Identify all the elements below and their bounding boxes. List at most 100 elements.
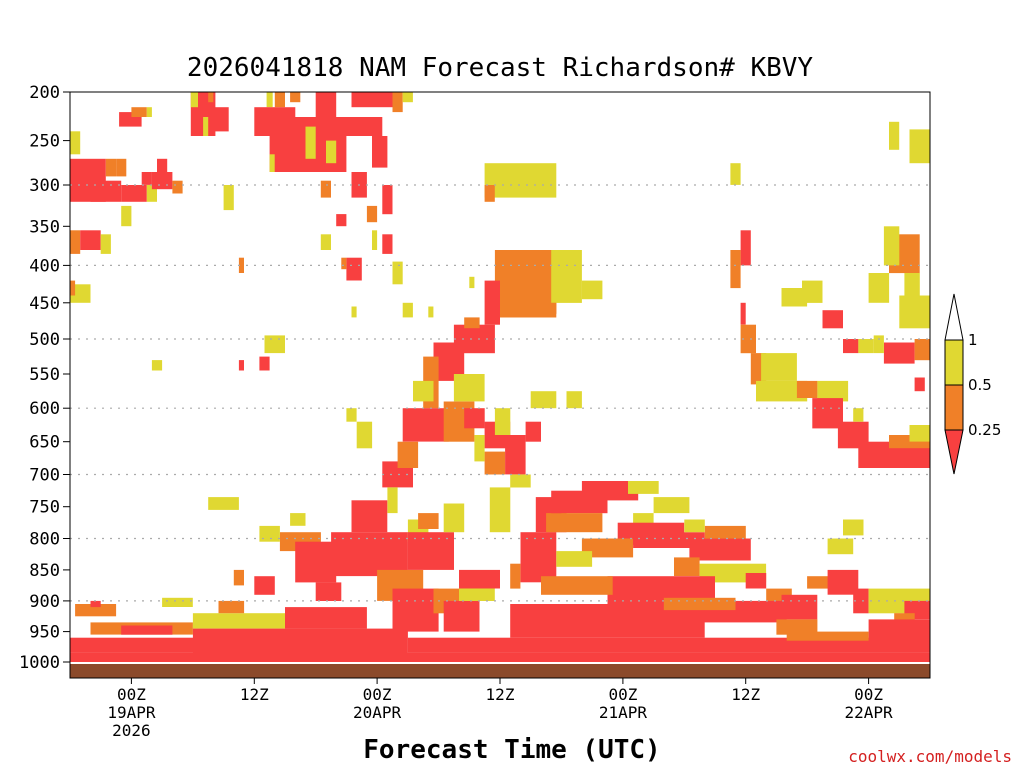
- richardson-cell-y: [264, 335, 285, 354]
- richardson-cell-r: [372, 136, 388, 168]
- legend-label-0: 1: [968, 331, 978, 349]
- richardson-cell-y: [305, 126, 316, 159]
- y-tick-label-400: 400: [29, 256, 60, 276]
- richardson-cell-y: [428, 306, 434, 318]
- richardson-cell-y: [904, 273, 920, 296]
- richardson-cell-r: [781, 594, 818, 620]
- richardson-cell-o: [704, 525, 746, 539]
- x-tick-label-5-0: 12Z: [731, 685, 760, 704]
- richardson-cell-y: [909, 129, 930, 164]
- richardson-cell-o: [674, 557, 700, 577]
- ground-surface: [70, 664, 930, 678]
- richardson-cell-r: [336, 214, 347, 227]
- richardson-cell-y: [100, 234, 111, 254]
- richardson-cell-y: [208, 497, 239, 510]
- richardson-cell-y: [269, 154, 275, 172]
- richardson-cell-r: [336, 117, 383, 136]
- richardson-cell-y: [346, 408, 357, 422]
- legend-label-1: 0.5: [968, 376, 992, 394]
- richardson-cell-r: [121, 625, 173, 635]
- richardson-cell-r: [633, 532, 705, 548]
- legend-arrow-top: [944, 293, 964, 341]
- richardson-cell-o: [786, 631, 869, 641]
- richardson-cell-y: [510, 474, 531, 488]
- richardson-cell-r: [843, 339, 859, 354]
- chart-title: 2026041818 NAM Forecast Richardson# KBVY: [187, 53, 813, 83]
- richardson-cell-o: [510, 563, 521, 589]
- richardson-cell-o: [274, 92, 285, 108]
- richardson-cell-o: [131, 107, 147, 117]
- richardson-cell-r: [315, 92, 337, 117]
- richardson-cell-y: [453, 374, 485, 402]
- richardson-cell-y: [827, 538, 854, 555]
- y-tick-label-850: 850: [29, 561, 60, 581]
- richardson-cell-r: [157, 158, 168, 177]
- richardson-cell-y: [853, 408, 864, 422]
- y-tick-label-550: 550: [29, 365, 60, 385]
- richardson-cell-r: [351, 500, 388, 533]
- richardson-cell-y: [494, 408, 511, 435]
- richardson-cell-r: [315, 582, 342, 601]
- richardson-cell-o: [341, 257, 347, 270]
- richardson-cell-o: [541, 302, 557, 314]
- richardson-cell-o: [397, 441, 419, 468]
- richardson-cell-y: [730, 163, 741, 185]
- x-tick-label-6-0: 00Z: [854, 685, 883, 704]
- richardson-cell-r: [346, 257, 362, 281]
- richardson-cell-o: [208, 92, 214, 103]
- richardson-cell-o: [233, 569, 244, 586]
- richardson-cell-r: [868, 619, 930, 641]
- y-tick-label-500: 500: [29, 330, 60, 350]
- richardson-cell-r: [254, 576, 275, 595]
- richardson-cell-r: [70, 637, 198, 653]
- y-tick-label-200: 200: [29, 83, 60, 103]
- richardson-cell-y: [899, 295, 930, 329]
- richardson-cell-y: [146, 107, 152, 117]
- richardson-cell-o: [663, 597, 736, 611]
- y-tick-label-600: 600: [29, 399, 60, 419]
- credit-text: coolwx.com/models: [848, 747, 1012, 766]
- y-tick-label-300: 300: [29, 176, 60, 196]
- richardson-cell-y: [489, 487, 511, 533]
- richardson-cell-o: [796, 380, 818, 398]
- richardson-cell-o: [116, 158, 127, 177]
- y-tick-label-450: 450: [29, 294, 60, 314]
- richardson-cell-r: [525, 421, 541, 442]
- richardson-cell-o: [914, 339, 930, 361]
- richardson-cell-r: [464, 408, 485, 429]
- richardson-cell-r: [121, 185, 147, 202]
- legend-swatch-orange: [944, 384, 964, 431]
- richardson-cell-r: [484, 280, 500, 325]
- y-tick-label-700: 700: [29, 466, 60, 486]
- richardson-cell-r: [745, 573, 767, 589]
- richardson-cell-r: [812, 398, 843, 429]
- richardson-cell-y: [551, 250, 582, 303]
- richardson-cell-y: [121, 205, 132, 227]
- richardson-cell-o: [70, 280, 76, 296]
- richardson-cell-o: [290, 92, 301, 103]
- x-tick-label-0-1: 19APR: [107, 703, 156, 722]
- richardson-cell-y: [146, 185, 157, 202]
- richardson-cell-r: [407, 532, 454, 570]
- richardson-cell-y: [356, 421, 373, 449]
- richardson-cell-y: [413, 380, 434, 402]
- x-tick-label-3-0: 12Z: [486, 685, 515, 704]
- y-tick-label-1000: 1000: [19, 653, 60, 673]
- richardson-cell-y: [909, 425, 930, 442]
- richardson-cell-y: [443, 503, 465, 533]
- richardson-cell-r: [407, 637, 930, 653]
- richardson-cell-y: [290, 513, 306, 526]
- richardson-cell-r: [402, 408, 449, 442]
- richardson-cell-o: [75, 604, 117, 617]
- richardson-cell-r: [914, 377, 925, 392]
- richardson-cell-r: [883, 342, 915, 364]
- richardson-cell-y: [474, 435, 485, 462]
- richardson-cell-r: [238, 360, 244, 371]
- richardson-cell-r: [192, 628, 408, 653]
- richardson-cell-o: [464, 317, 480, 329]
- richardson-cell-y: [484, 163, 557, 198]
- richardson-cell-r: [285, 607, 367, 629]
- richardson-cell-y: [192, 613, 296, 629]
- richardson-cell-y: [151, 360, 163, 371]
